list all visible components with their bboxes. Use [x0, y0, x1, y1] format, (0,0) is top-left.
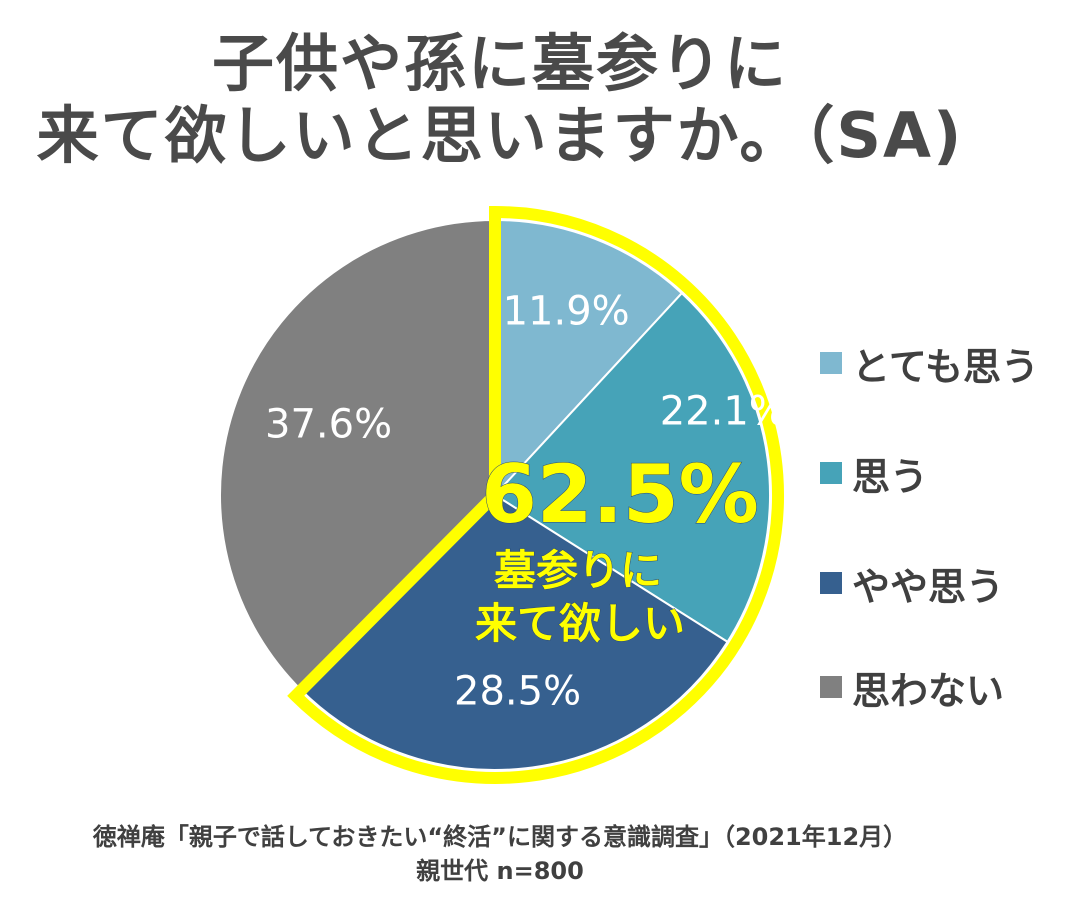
legend-item: 思わない	[820, 669, 1039, 713]
legend-label: とても思う	[852, 344, 1039, 389]
highlight-total-label: 62.5%	[481, 448, 759, 541]
pie-slice-2	[299, 493, 729, 771]
chart-title: 子供や孫に墓参りに 来て欲しいと思いますか。（SA)	[0, 28, 1000, 172]
source-line1: 徳禅庵「親子で話しておきたい“終活”に関する意識調査」（2021年12月）	[92, 823, 908, 851]
legend-swatch	[820, 462, 842, 484]
legend-item: とても思う	[820, 345, 1039, 389]
pie-slice-3	[219, 218, 496, 692]
pie-slice-1	[493, 291, 771, 644]
legend-item: やや思う	[820, 565, 1039, 609]
highlight-caption-line2: 来て欲しい	[475, 599, 685, 648]
legend: とても思う 思う やや思う 思わない	[820, 345, 1039, 779]
slice-label-0: 11.9%	[503, 288, 630, 334]
slice-label-1: 22.1%	[660, 388, 787, 434]
slice-label-2: 28.5%	[454, 669, 581, 715]
legend-label: 思わない	[852, 668, 1005, 713]
pie-slice-0	[494, 218, 684, 498]
legend-label: やや思う	[852, 564, 1005, 609]
slice-label-3: 37.6%	[265, 401, 392, 447]
legend-label: 思う	[852, 454, 929, 499]
chart-title-line1: 子供や孫に墓参りに	[211, 27, 788, 100]
chart-title-line2: 来て欲しいと思いますか。（SA)	[36, 99, 964, 172]
legend-item: 思う	[820, 455, 1039, 499]
legend-swatch	[820, 676, 842, 698]
source-line2: 親世代 n=800	[416, 857, 584, 885]
legend-swatch	[820, 572, 842, 594]
highlight-caption-line1: 墓参りに	[494, 546, 662, 595]
source-note: 徳禅庵「親子で話しておきたい“終活”に関する意識調査」（2021年12月） 親世…	[0, 820, 1000, 888]
highlight-outline	[287, 205, 784, 784]
legend-swatch	[820, 352, 842, 374]
